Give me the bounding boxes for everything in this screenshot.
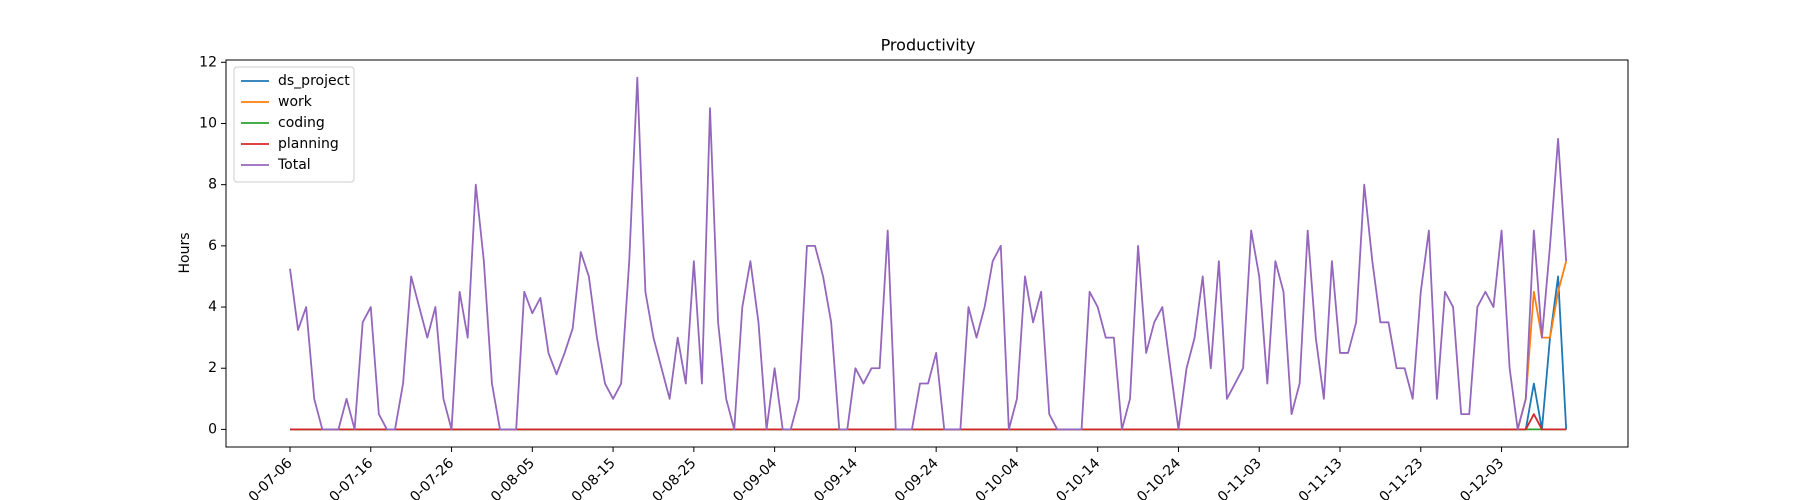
x-tick-label: 0-10-04: [973, 455, 1023, 500]
chart-title: Productivity: [881, 36, 976, 55]
x-tick-label: 0-07-06: [246, 455, 296, 500]
x-tick-label: 0-11-13: [1296, 455, 1346, 500]
y-tick-label: 2: [208, 360, 217, 376]
y-tick-label: 8: [208, 177, 217, 193]
x-tick-label: 0-12-03: [1457, 455, 1507, 500]
y-tick-label: 0: [208, 421, 217, 437]
legend-label: work: [278, 94, 313, 110]
legend-label: coding: [278, 115, 325, 131]
y-axis-label: Hours: [177, 232, 193, 273]
y-tick-label: 10: [199, 115, 217, 131]
x-tick-label: 0-09-04: [730, 455, 780, 500]
x-tick-label: 0-07-16: [326, 455, 376, 500]
x-tick-label: 0-11-23: [1376, 455, 1426, 500]
legend-label: planning: [278, 136, 339, 152]
x-tick-label: 0-10-14: [1053, 455, 1103, 500]
x-tick-label: 0-08-05: [488, 455, 538, 500]
x-tick-label: 0-08-25: [650, 455, 700, 500]
series-line: [290, 413, 1567, 431]
x-tick-label: 0-08-15: [569, 455, 619, 500]
series-line: [289, 76, 1568, 431]
series-line: [290, 275, 1568, 431]
legend-label: Total: [277, 157, 311, 173]
y-tick-label: 12: [199, 54, 217, 70]
x-tick-label: 0-07-26: [407, 455, 457, 500]
y-tick-label: 4: [208, 299, 217, 315]
legend-box: [233, 66, 355, 183]
x-tick-label: 0-09-14: [811, 455, 861, 500]
plot-frame: [225, 59, 1629, 448]
legend-label: ds_project: [278, 73, 350, 89]
x-tick-label: 0-11-03: [1215, 455, 1265, 500]
y-tick-label: 6: [208, 238, 217, 254]
x-tick-label: 0-10-24: [1134, 455, 1184, 500]
x-tick-label: 0-09-24: [892, 455, 942, 500]
